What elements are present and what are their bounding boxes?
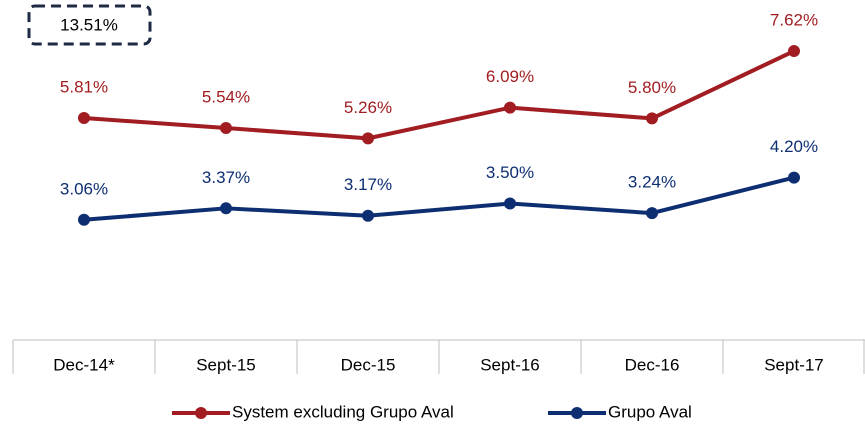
x-tick-label: Sept-15 <box>196 355 256 374</box>
series-line <box>83 49 795 141</box>
data-point <box>788 171 800 184</box>
x-tick-label: Sept-17 <box>764 355 824 374</box>
data-label: 5.26% <box>344 98 392 117</box>
data-label: 5.81% <box>60 78 108 97</box>
legend-marker <box>195 407 207 419</box>
data-point <box>78 213 90 226</box>
data-label: 3.06% <box>60 179 108 198</box>
annotation-box <box>27 4 152 46</box>
data-point <box>646 112 658 125</box>
annotation: 13.51% <box>60 15 118 34</box>
data-label: 5.80% <box>628 78 676 97</box>
data-label: 3.17% <box>344 175 392 194</box>
data-label: 3.37% <box>202 168 250 187</box>
data-point <box>362 209 374 222</box>
data-point <box>220 202 232 215</box>
data-point <box>78 112 90 125</box>
data-label: 7.62% <box>770 11 818 30</box>
data-label: 5.54% <box>202 88 250 107</box>
data-label: 3.50% <box>486 163 534 182</box>
legend-marker <box>571 407 583 419</box>
data-label: 6.09% <box>486 67 534 86</box>
series-line <box>83 175 795 222</box>
data-point <box>220 122 232 135</box>
legend-label: Grupo Aval <box>608 402 692 421</box>
data-point <box>504 101 516 114</box>
data-point <box>504 197 516 210</box>
data-label: 4.20% <box>770 137 818 156</box>
x-tick-label: Dec-15 <box>341 355 396 374</box>
x-tick-label: Dec-14* <box>53 355 115 374</box>
x-tick-label: Dec-16 <box>625 355 680 374</box>
legend-label: System excluding Grupo Aval <box>232 402 454 421</box>
data-point <box>646 207 658 220</box>
x-tick-label: Sept-16 <box>480 355 540 374</box>
data-point <box>362 132 374 145</box>
data-point <box>788 45 800 58</box>
data-label: 3.24% <box>628 173 676 192</box>
